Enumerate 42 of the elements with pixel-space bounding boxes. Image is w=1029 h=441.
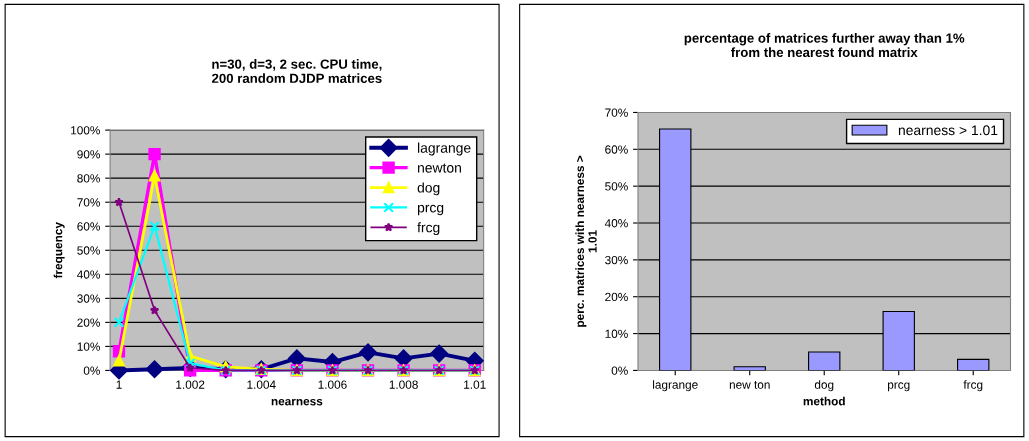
x-axis-title: method (803, 396, 845, 406)
y-tick-label: 50% (77, 246, 100, 255)
y-tick-label: 20% (77, 318, 100, 327)
y-tick-label: 10% (77, 342, 100, 351)
chart-title: percentage of matrices further away than 1% from the nearest found matrix (684, 33, 965, 58)
y-tick-label: 0% (611, 366, 628, 375)
y-tick-label: 30% (605, 255, 628, 265)
y-tick-label: 100% (71, 126, 100, 135)
x-tick-label: 1.008 (389, 380, 418, 389)
legend-label: nearness > 1.01 (898, 125, 998, 136)
x-tick-label: 1.006 (318, 380, 347, 389)
x-tick-label: 1.004 (247, 380, 276, 389)
x-tick-label: prcg (888, 382, 910, 392)
y-tick-label: 10% (605, 329, 628, 338)
y-tick-label: 60% (77, 222, 100, 231)
y-tick-label: 90% (77, 150, 100, 159)
y-tick-label: 0% (83, 366, 100, 375)
legend-label: dog (417, 182, 440, 196)
y-tick-label: 50% (605, 182, 628, 191)
y-tick-label: 70% (605, 108, 628, 117)
y-axis-title: frequency (53, 222, 65, 279)
y-tick-label: 70% (77, 198, 100, 207)
y-axis-title: perc. matrices with nearness > 1.01 (575, 155, 597, 327)
y-tick-label: 80% (77, 174, 100, 183)
y-tick-label: 60% (605, 145, 628, 154)
x-tick-label: lagrange (653, 380, 698, 392)
x-tick-label: frcg (963, 380, 983, 392)
legend-label: newton (418, 163, 461, 173)
x-tick-label: new ton (729, 381, 770, 389)
x-tick-label: 1 (116, 380, 122, 389)
x-tick-label: 1.01 (464, 380, 486, 389)
x-tick-label: dog (814, 380, 834, 392)
y-tick-label: 40% (77, 270, 100, 279)
legend-label: lagrange (418, 142, 471, 156)
x-tick-label: 1.002 (176, 380, 205, 389)
x-axis-title: nearness (271, 398, 323, 406)
y-tick-label: 40% (604, 219, 628, 228)
y-tick-label: 30% (77, 294, 100, 303)
legend-label: prcg (417, 204, 444, 216)
legend-label: frcg (417, 222, 440, 236)
y-tick-label: 20% (605, 292, 628, 302)
chart-title: n=30, d=3, 2 sec. CPU time, 200 random DJDP matrices (212, 59, 382, 83)
